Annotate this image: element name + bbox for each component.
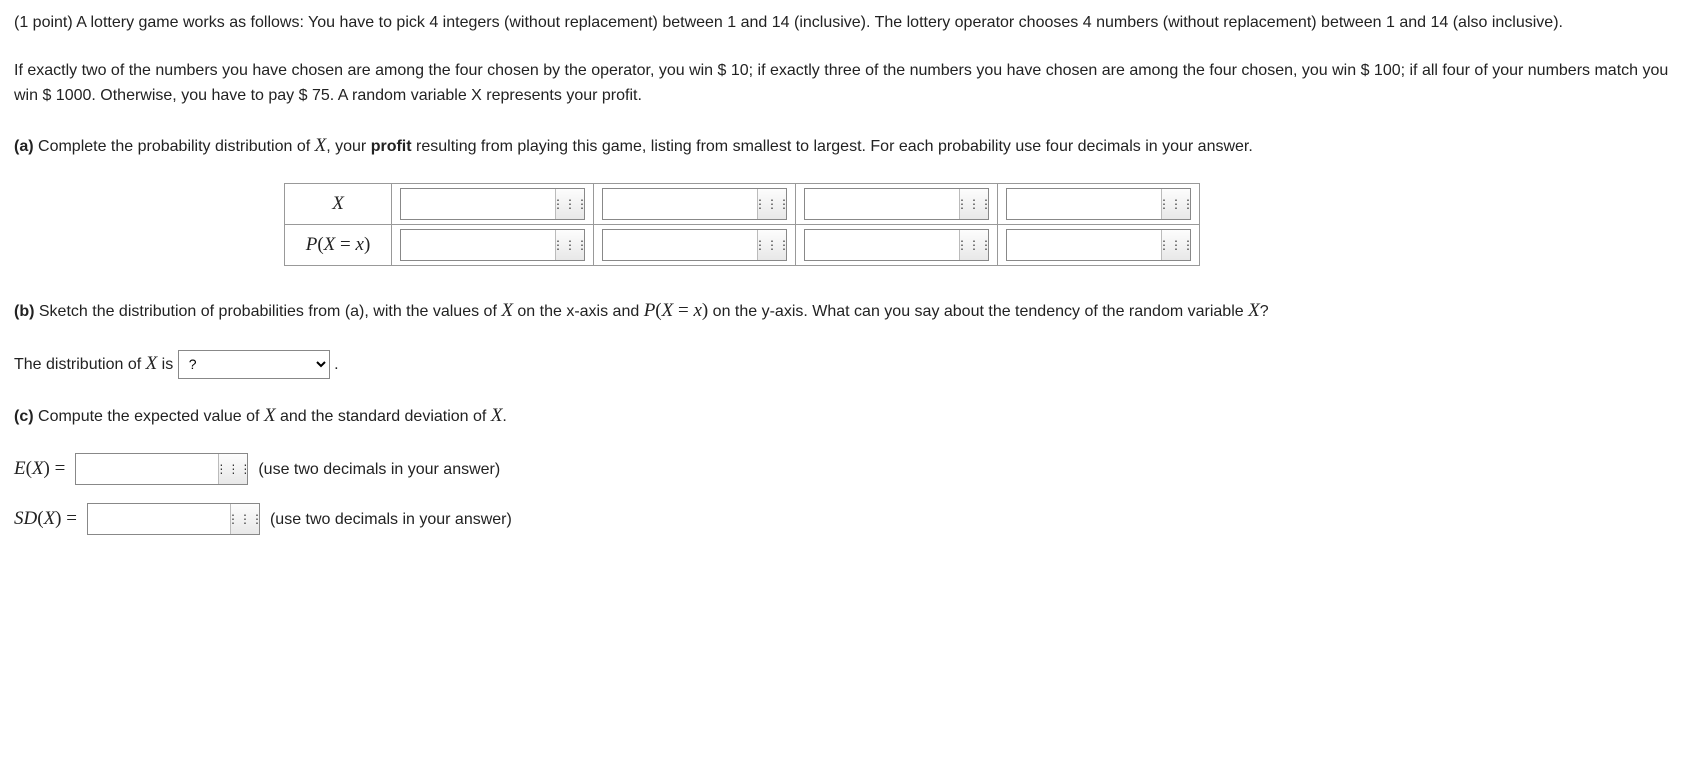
input-field[interactable] xyxy=(1007,230,1161,260)
ex-label: E(X) = xyxy=(14,454,65,484)
part-a-prompt: (a) Complete the probability distributio… xyxy=(14,131,1692,161)
input-field[interactable] xyxy=(603,230,757,260)
var-P: P xyxy=(644,300,656,321)
part-b-label: (b) xyxy=(14,303,34,320)
input-P-1[interactable]: ⋮⋮⋮ xyxy=(400,229,585,261)
sd-row: SD(X) = ⋮⋮⋮ (use two decimals in your an… xyxy=(14,503,1692,535)
input-field[interactable] xyxy=(603,189,757,219)
distribution-table: X ⋮⋮⋮ ⋮⋮⋮ ⋮⋮⋮ ⋮⋮⋮ P(X = x) ⋮⋮⋮ ⋮⋮⋮ ⋮⋮⋮ ⋮… xyxy=(284,183,1200,266)
keypad-icon[interactable]: ⋮⋮⋮ xyxy=(1161,189,1190,219)
table-row: X ⋮⋮⋮ ⋮⋮⋮ ⋮⋮⋮ ⋮⋮⋮ xyxy=(285,184,1200,225)
var-X: X xyxy=(501,300,513,321)
input-field[interactable] xyxy=(1007,189,1161,219)
sd-input[interactable]: ⋮⋮⋮ xyxy=(87,503,260,535)
period: . xyxy=(334,356,338,373)
keypad-icon[interactable]: ⋮⋮⋮ xyxy=(959,189,988,219)
part-b-text-1: Sketch the distribution of probabilities… xyxy=(34,303,501,320)
select-field[interactable]: ? xyxy=(179,351,329,377)
part-b-line2-post: is xyxy=(157,356,177,373)
input-field[interactable] xyxy=(805,230,959,260)
keypad-icon[interactable]: ⋮⋮⋮ xyxy=(230,504,259,534)
intro-paragraph-1: (1 point) A lottery game works as follow… xyxy=(14,10,1692,36)
keypad-icon[interactable]: ⋮⋮⋮ xyxy=(1161,230,1190,260)
var-X: X xyxy=(264,405,276,426)
qmark: ? xyxy=(1260,303,1269,320)
part-a-text-3: resulting from playing this game, listin… xyxy=(412,138,1253,155)
part-b-prompt: (b) Sketch the distribution of probabili… xyxy=(14,296,1692,326)
part-c-prompt: (c) Compute the expected value of X and … xyxy=(14,401,1692,431)
keypad-icon[interactable]: ⋮⋮⋮ xyxy=(218,454,247,484)
keypad-icon[interactable]: ⋮⋮⋮ xyxy=(555,189,584,219)
keypad-icon[interactable]: ⋮⋮⋮ xyxy=(555,230,584,260)
var-X: X xyxy=(1248,300,1260,321)
part-a-text-1: Complete the probability distribution of xyxy=(34,138,315,155)
var-X: X xyxy=(491,405,503,426)
part-a-bold: profit xyxy=(371,138,412,155)
ex-hint: (use two decimals in your answer) xyxy=(258,457,500,483)
table-row: P(X = x) ⋮⋮⋮ ⋮⋮⋮ ⋮⋮⋮ ⋮⋮⋮ xyxy=(285,225,1200,266)
part-b-answer-line: The distribution of X is ? . xyxy=(14,349,1692,379)
input-field[interactable] xyxy=(805,189,959,219)
part-c-label: (c) xyxy=(14,408,34,425)
var-X: X xyxy=(146,353,158,374)
input-field[interactable] xyxy=(401,230,555,260)
distribution-tendency-select[interactable]: ? xyxy=(178,350,330,379)
part-a-label: (a) xyxy=(14,138,34,155)
part-b-line2-pre: The distribution of xyxy=(14,356,146,373)
row-label-PXx: P(X = x) xyxy=(285,225,392,266)
keypad-icon[interactable]: ⋮⋮⋮ xyxy=(959,230,988,260)
expected-value-input[interactable]: ⋮⋮⋮ xyxy=(75,453,248,485)
keypad-icon[interactable]: ⋮⋮⋮ xyxy=(757,230,786,260)
input-field[interactable] xyxy=(76,454,218,484)
expected-value-row: E(X) = ⋮⋮⋮ (use two decimals in your ans… xyxy=(14,453,1692,485)
input-field[interactable] xyxy=(401,189,555,219)
part-c-text-2: and the standard deviation of xyxy=(276,408,491,425)
intro-paragraph-2: If exactly two of the numbers you have c… xyxy=(14,58,1692,109)
period: . xyxy=(502,408,506,425)
part-b-text-2: on the x-axis and xyxy=(513,303,644,320)
part-b-text-3: on the y-axis. What can you say about th… xyxy=(708,303,1248,320)
part-a-text-2: , your xyxy=(326,138,370,155)
var-X: X xyxy=(315,135,327,156)
input-P-4[interactable]: ⋮⋮⋮ xyxy=(1006,229,1191,261)
input-P-3[interactable]: ⋮⋮⋮ xyxy=(804,229,989,261)
input-field[interactable] xyxy=(88,504,230,534)
sd-hint: (use two decimals in your answer) xyxy=(270,507,512,533)
input-X-1[interactable]: ⋮⋮⋮ xyxy=(400,188,585,220)
sd-label: SD(X) = xyxy=(14,504,77,534)
input-P-2[interactable]: ⋮⋮⋮ xyxy=(602,229,787,261)
row-label-X: X xyxy=(285,184,392,225)
input-X-2[interactable]: ⋮⋮⋮ xyxy=(602,188,787,220)
input-X-3[interactable]: ⋮⋮⋮ xyxy=(804,188,989,220)
input-X-4[interactable]: ⋮⋮⋮ xyxy=(1006,188,1191,220)
part-c-text-1: Compute the expected value of xyxy=(34,408,264,425)
keypad-icon[interactable]: ⋮⋮⋮ xyxy=(757,189,786,219)
